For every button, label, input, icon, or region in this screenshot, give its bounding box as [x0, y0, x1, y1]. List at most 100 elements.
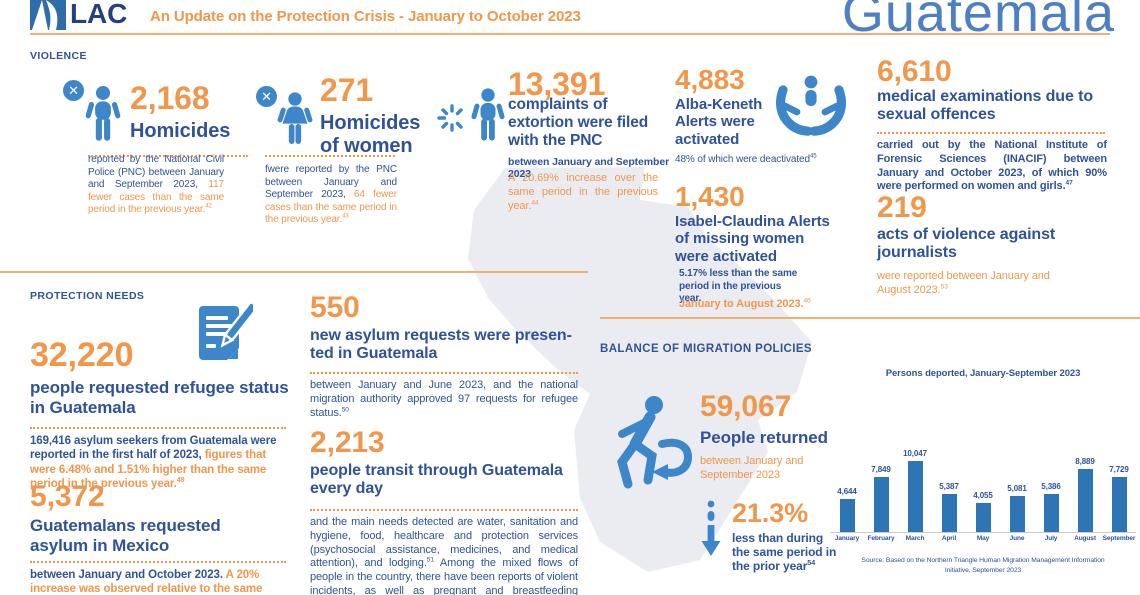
logo [30, 0, 66, 30]
stat-note: 5.17% less than the same period in the p… [679, 268, 798, 304]
bar-chart: Persons deported, January-September 2023… [830, 368, 1136, 575]
bar-month-label: June [1009, 535, 1025, 542]
dotted-separator [30, 561, 286, 563]
male-person-icon [85, 85, 121, 141]
stat-period: between January and September 2023 [508, 156, 670, 181]
stat-value: 13,391 [508, 66, 606, 102]
bar-column: 10,047 [898, 449, 932, 532]
stat-desc: 169,416 asylum seekers from Guatemala we… [30, 435, 277, 491]
down-arrow-icon [701, 500, 721, 556]
stat-desc: reported by the National Civil Police (P… [88, 154, 224, 215]
stat-label: medical examinations due to sexual offen… [877, 88, 1094, 124]
returnee-runner-icon [617, 396, 693, 489]
bar-column: 7,729 [1102, 465, 1136, 532]
stat-label: complaints of extortion were filed with … [508, 96, 649, 149]
x-badge-icon: ✕ [63, 80, 84, 101]
stat-label: Isabel-Claudina Alerts of missing women … [675, 213, 830, 265]
stat-desc: between January and October 2023. A 20% … [30, 569, 263, 595]
bar-value-label: 7,729 [1109, 465, 1129, 474]
bar-month-label: July [1044, 535, 1058, 542]
stat-value: 6,610 [877, 55, 952, 88]
dotted-separator [877, 132, 1105, 134]
page-title: An Update on the Protection Crisis - Jan… [150, 8, 581, 25]
stat-label: Guatemalans requested asylum in Mexico [30, 516, 221, 555]
stat-label: Alba-Keneth Alerts were activated [675, 96, 763, 148]
stat-label: Homicides of women [320, 112, 421, 157]
stat-value: 59,067 [700, 390, 792, 423]
stat-desc: fwere reported by the PNC between Januar… [265, 164, 397, 225]
bar-value-label: 5,081 [1007, 484, 1027, 493]
stat-label: people transit through Guatemala every d… [310, 462, 563, 498]
bar-value-label: 5,387 [939, 482, 959, 491]
bar-column: 5,387 [932, 482, 966, 532]
bar-chart-months: January February March April May June July Augu… [830, 535, 1136, 542]
dotted-separator [30, 427, 286, 429]
bar-month-label: March [905, 535, 925, 542]
logo-text: LAC [70, 0, 128, 29]
burst-icon [437, 104, 463, 132]
bar [975, 503, 991, 532]
stat-value: 219 [877, 191, 927, 224]
bar-chart-bars: 4,644 7,849 10,047 5,387 4,055 5,081 5,386 8,88… [830, 437, 1136, 533]
country-title: Guatemala [841, 0, 1115, 43]
bar [1043, 494, 1059, 532]
left-section-divider [0, 271, 588, 273]
stat-value: 550 [310, 291, 360, 324]
bar-value-label: 4,644 [837, 487, 857, 496]
header-divider [30, 33, 1110, 35]
stat-desc: carried out by the National Institute of… [877, 139, 1107, 193]
stat-value: 1,430 [675, 181, 745, 212]
stat-value: 271 [320, 72, 374, 108]
stat-value: 2,168 [130, 80, 210, 116]
stat-desc: were reported between January and August… [877, 270, 1050, 296]
bar-column: 5,081 [1000, 484, 1034, 532]
stat-desc: between January and June 2023, and the n… [310, 379, 578, 419]
stat-value: 5,372 [30, 480, 105, 513]
bar-month-label: September [1102, 535, 1136, 542]
bar-month-label: August [1074, 535, 1096, 542]
stat-label: less than during the same period in the … [732, 531, 837, 573]
right-section-divider [600, 317, 1140, 319]
dotted-separator [310, 509, 578, 511]
bar-column: 4,055 [966, 491, 1000, 532]
stat-value: 32,220 [30, 336, 134, 374]
bar [907, 461, 923, 532]
stat-period: January to August 2023.46 [679, 297, 811, 310]
bar [873, 477, 889, 532]
female-person-icon [277, 92, 313, 144]
bar-column: 4,644 [830, 487, 864, 532]
bar [839, 499, 855, 532]
bar [1111, 477, 1127, 532]
bar-month-label: January [834, 535, 860, 542]
stat-period: between January and September 2023 [700, 455, 804, 481]
stat-desc: and the main needs detected are water, s… [310, 516, 578, 595]
stat-value: 2,213 [310, 426, 385, 459]
chart-title: Persons deported, January-September 2023 [885, 368, 1081, 379]
stat-value: 4,883 [675, 64, 745, 95]
guatemala-map-silhouette [468, 167, 812, 572]
stat-note: 48% of which were deactivated45 [675, 153, 817, 165]
violence-heading: VIOLENCE [30, 50, 87, 62]
bar-month-label: February [867, 535, 895, 542]
x-badge-icon: ✕ [256, 86, 277, 107]
person-icon [471, 88, 505, 141]
dotted-separator [265, 155, 395, 157]
bar-column: 5,386 [1034, 482, 1068, 532]
stat-label: People returned [700, 428, 828, 447]
logo-bird-icon [30, 0, 66, 30]
bar-value-label: 4,055 [973, 491, 993, 500]
bar [1009, 496, 1025, 532]
bar-column: 7,849 [864, 465, 898, 532]
balance-heading: BALANCE OF MIGRATION POLICIES [600, 343, 812, 355]
bar-value-label: 8,889 [1075, 457, 1095, 466]
bar-value-label: 10,047 [903, 449, 927, 458]
stat-label: Homicides [130, 120, 231, 142]
stat-label: new asylum requests were presen-ted in G… [310, 327, 572, 363]
bar [941, 494, 957, 532]
bar [1077, 469, 1093, 532]
document-pen-icon [199, 301, 253, 360]
chart-source: Source: Based on the Northern Triangle H… [861, 557, 1105, 574]
bar-month-label: April [941, 535, 957, 542]
bar-value-label: 7,849 [871, 465, 891, 474]
